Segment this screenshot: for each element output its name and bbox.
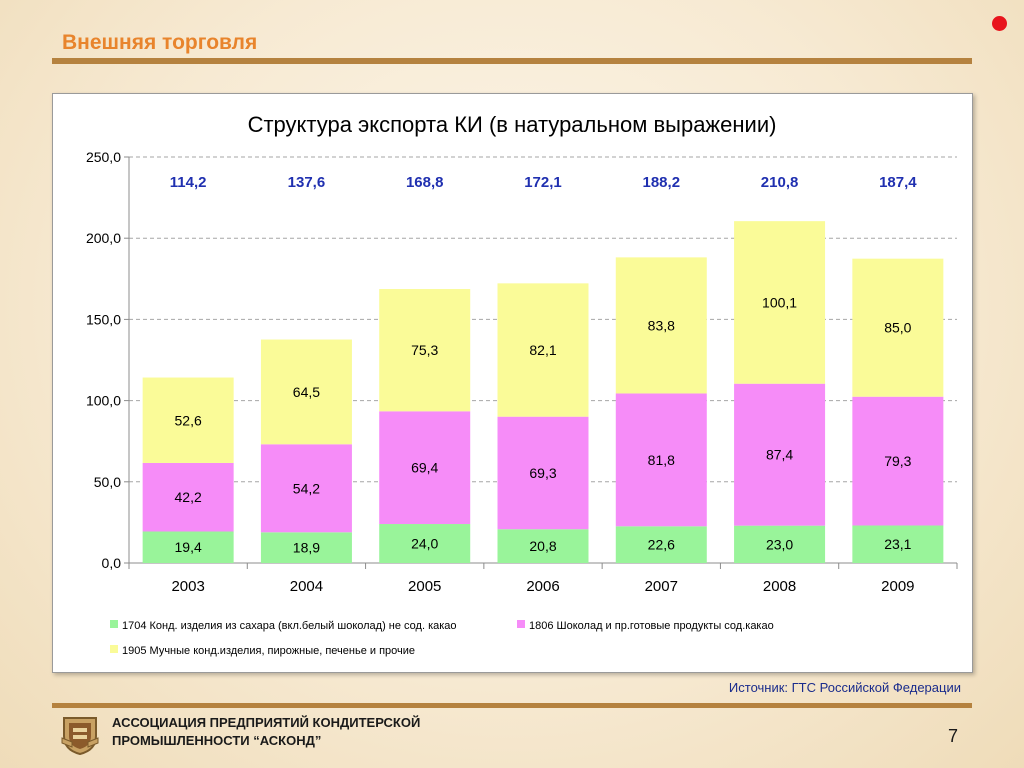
page-number: 7 [948, 726, 959, 746]
bar-segment [734, 221, 826, 384]
x-tick-label: 2009 [881, 578, 914, 595]
organization-name: АССОЦИАЦИЯ ПРЕДПРИЯТИЙ КОНДИТЕРСКОЙ ПРОМ… [112, 714, 472, 750]
slide-title: Внешняя торговля [62, 31, 258, 54]
axes: 0,0 50,0 100,0 150,0 200,0 250,0 2003 2004 2005 2… [86, 149, 958, 595]
bar-segment [142, 462, 234, 532]
bar-segment [852, 396, 944, 526]
x-tick-label: 2003 [171, 578, 204, 595]
data-label: 52,6 [175, 412, 202, 428]
bar-segment [497, 416, 589, 530]
y-tick-label: 50,0 [94, 474, 121, 490]
legend: 1704 Конд. изделия из сахара (вкл.белый … [110, 620, 774, 657]
x-tick-label: 2006 [526, 578, 559, 595]
bar-segment [615, 526, 707, 563]
data-label: 85,0 [884, 320, 911, 336]
organization-name-line-1: АССОЦИАЦИЯ ПРЕДПРИЯТИЙ КОНДИТЕРСКОЙ [112, 715, 421, 730]
y-tick-label: 200,0 [86, 230, 121, 246]
data-label: 87,4 [766, 447, 793, 463]
y-tick-label: 0,0 [102, 555, 122, 571]
bar-segment [379, 524, 471, 563]
legend-label: 1806 Шоколад и пр.готовые продукты сод.к… [529, 620, 774, 632]
bar-segment [379, 411, 471, 525]
bar-segment [497, 529, 589, 563]
bars [142, 221, 944, 563]
x-tick-label: 2008 [763, 578, 796, 595]
total-label: 114,2 [170, 174, 207, 191]
data-labels: 19,4 42,2 52,6 114,2 18,9 54,2 64,5 137,6 24,0 69… [170, 174, 917, 556]
chart-title: Структура экспорта КИ (в натуральном выр… [248, 112, 777, 137]
legend-swatch [110, 645, 118, 653]
bar-segment [260, 444, 352, 533]
bar-segment [852, 525, 944, 563]
bar-segment [852, 258, 944, 397]
x-tick-label: 2007 [645, 578, 678, 595]
bar-segment [260, 532, 352, 563]
bar-segment [260, 339, 352, 445]
total-label: 168,8 [406, 174, 444, 191]
red-dot-icon [992, 16, 1007, 31]
data-label: 83,8 [648, 317, 675, 333]
chart-panel: Структура экспорта КИ (в натуральном выр… [52, 93, 973, 673]
y-tick-label: 100,0 [86, 393, 121, 409]
total-label: 172,1 [524, 174, 562, 191]
bottom-divider [52, 703, 972, 708]
bar-segment [615, 393, 707, 527]
data-label: 75,3 [411, 342, 438, 358]
data-label: 79,3 [884, 453, 911, 469]
data-label: 69,4 [411, 460, 438, 476]
data-label: 69,3 [529, 465, 556, 481]
data-label: 42,2 [175, 489, 202, 505]
legend-swatch [517, 620, 525, 628]
data-label: 19,4 [175, 539, 202, 555]
data-label: 54,2 [293, 480, 320, 496]
organization-name-line-2: ПРОМЫШЛЕННОСТИ “АСКОНД” [112, 733, 322, 748]
source-note: Источник: ГТС Российской Федерации [728, 680, 961, 695]
data-label: 81,8 [648, 452, 675, 468]
total-label: 187,4 [879, 174, 917, 191]
bar-segment [379, 289, 471, 412]
bar-segment [497, 283, 589, 417]
data-label: 23,1 [884, 536, 911, 552]
x-tick-label: 2004 [290, 578, 323, 595]
data-label: 23,0 [766, 536, 793, 552]
data-label: 64,5 [293, 384, 320, 400]
bar-segment [142, 531, 234, 563]
data-label: 22,6 [648, 537, 675, 553]
data-label: 24,0 [411, 536, 438, 552]
bar-segment [142, 377, 234, 463]
askond-logo-icon [61, 717, 99, 756]
total-label: 188,2 [643, 174, 681, 191]
legend-label: 1905 Мучные конд.изделия, пирожные, пече… [122, 645, 415, 657]
x-tick-label: 2005 [408, 578, 441, 595]
bar-segment [615, 257, 707, 394]
total-label: 210,8 [761, 174, 799, 191]
y-tick-label: 250,0 [86, 149, 121, 165]
bar-segment [734, 525, 826, 563]
bar-segment [734, 383, 826, 526]
legend-swatch [110, 620, 118, 628]
y-tick-label: 150,0 [86, 311, 121, 327]
total-label: 137,6 [288, 174, 326, 191]
data-label: 82,1 [529, 342, 556, 358]
data-label: 18,9 [293, 540, 320, 556]
data-label: 20,8 [529, 538, 556, 554]
export-structure-chart: Структура экспорта КИ (в натуральном выр… [86, 112, 958, 657]
data-label: 100,1 [762, 294, 797, 310]
top-divider [52, 58, 972, 64]
legend-label: 1704 Конд. изделия из сахара (вкл.белый … [122, 620, 457, 632]
